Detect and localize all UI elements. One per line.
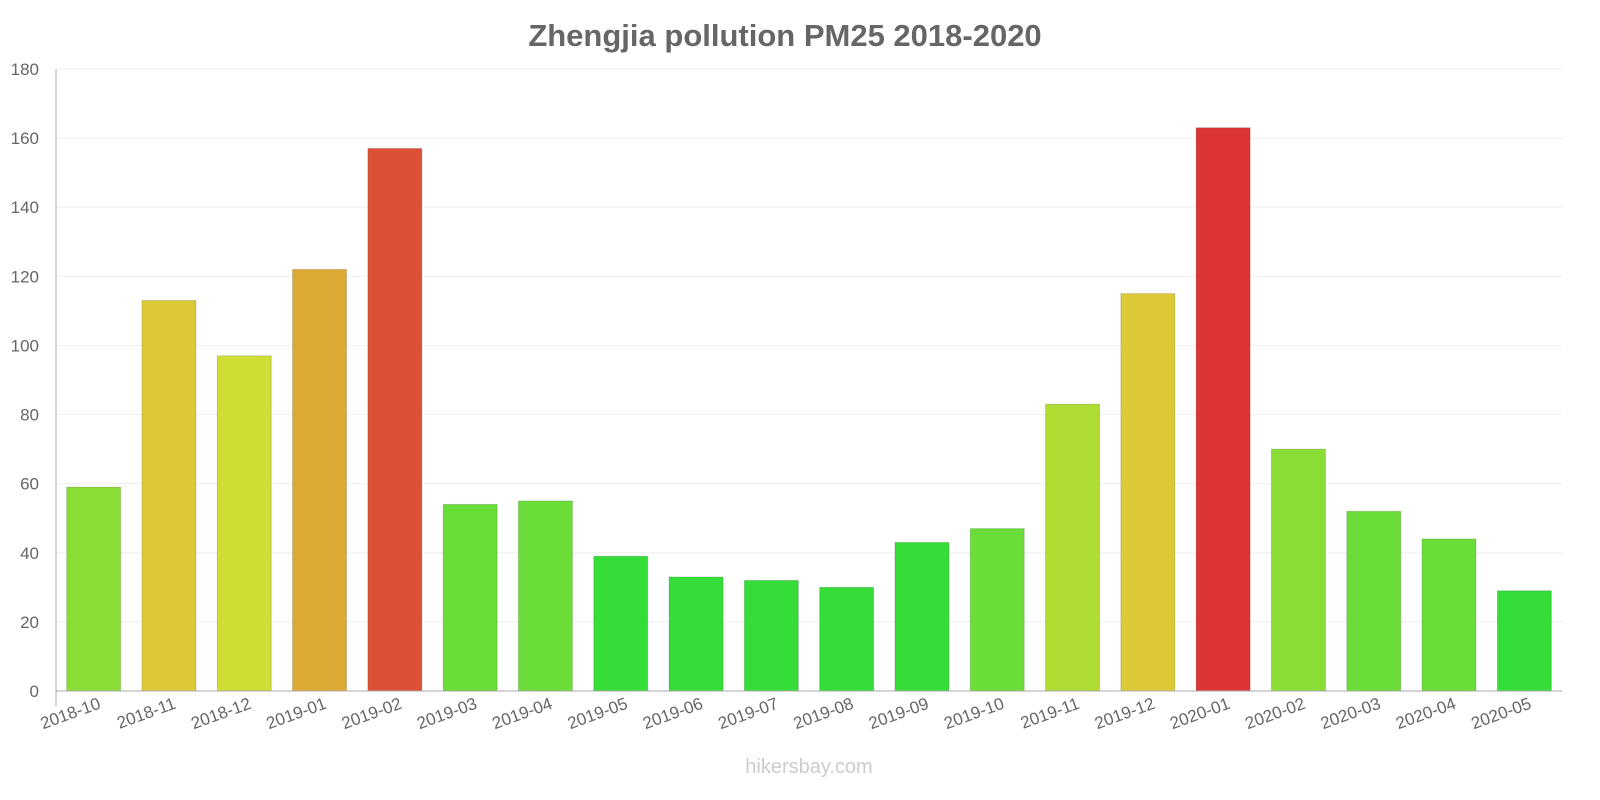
y-axis-ticks: 0 20 40 60 80 100 120 140 160 180 — [11, 60, 39, 701]
x-tick-label: 2019-03 — [414, 694, 479, 733]
bar-2019-03[interactable] — [442, 503, 498, 692]
x-tick-label: 2019-05 — [565, 694, 630, 733]
x-tick-label: 2020-03 — [1318, 694, 1383, 733]
gridlines — [56, 68, 1562, 623]
x-axis-ticks: 2018-10 2018-11 2018-12 2019-01 2019-02 2019-… — [38, 694, 1534, 733]
x-tick-label: 2019-06 — [640, 694, 705, 733]
x-tick-label: 2019-08 — [791, 694, 856, 733]
bar-2020-01[interactable] — [1195, 127, 1251, 692]
x-tick-label: 2019-12 — [1092, 694, 1157, 733]
bar-2019-06[interactable] — [668, 576, 724, 692]
y-tick-label: 180 — [11, 60, 39, 79]
bar-2019-07[interactable] — [743, 579, 799, 692]
x-tick-label: 2019-11 — [1018, 694, 1082, 733]
bar-2018-11[interactable] — [141, 300, 197, 692]
bar-2018-12[interactable] — [216, 355, 272, 692]
watermark: hikersbay.com — [745, 756, 872, 778]
x-tick-label: 2019-09 — [866, 694, 931, 733]
y-tick-label: 60 — [20, 475, 39, 494]
x-tick-label: 2019-01 — [264, 694, 329, 733]
bar-2019-10[interactable] — [969, 528, 1025, 692]
bar-2019-09[interactable] — [894, 541, 950, 692]
x-tick-label: 2019-10 — [941, 694, 1006, 733]
x-tick-label: 2018-11 — [114, 694, 178, 733]
bar-2020-04[interactable] — [1421, 538, 1477, 692]
bar-2018-10[interactable] — [66, 486, 122, 692]
y-tick-label: 120 — [11, 267, 39, 286]
x-tick-label: 2020-05 — [1469, 694, 1534, 733]
bar-2019-11[interactable] — [1045, 403, 1101, 692]
bar-2020-03[interactable] — [1346, 510, 1402, 692]
y-tick-label: 0 — [30, 682, 39, 701]
y-tick-label: 20 — [20, 613, 39, 632]
bar-2019-02[interactable] — [367, 147, 423, 692]
bar-2019-12[interactable] — [1120, 293, 1176, 692]
x-tick-label: 2018-12 — [188, 694, 253, 733]
bar-2020-02[interactable] — [1270, 448, 1326, 692]
bars — [66, 127, 1552, 692]
y-tick-label: 80 — [20, 406, 39, 425]
y-tick-label: 100 — [11, 336, 39, 355]
x-tick-label: 2020-02 — [1243, 694, 1308, 733]
bar-2019-01[interactable] — [292, 268, 348, 692]
x-tick-label: 2020-01 — [1167, 694, 1232, 733]
x-tick-label: 2020-04 — [1393, 694, 1458, 733]
x-tick-label: 2018-10 — [38, 694, 103, 733]
y-tick-label: 140 — [11, 198, 39, 217]
bar-2019-05[interactable] — [593, 555, 649, 692]
bar-2020-05[interactable] — [1496, 590, 1552, 692]
bar-2019-08[interactable] — [819, 586, 875, 692]
x-tick-label: 2019-07 — [716, 694, 781, 733]
y-tick-label: 160 — [11, 129, 39, 148]
x-tick-label: 2019-04 — [490, 694, 555, 733]
y-tick-label: 40 — [20, 544, 39, 563]
x-tick-label: 2019-02 — [339, 694, 404, 733]
chart-title: Zhengjia pollution PM25 2018-2020 — [528, 18, 1041, 53]
bar-2019-04[interactable] — [517, 500, 573, 692]
